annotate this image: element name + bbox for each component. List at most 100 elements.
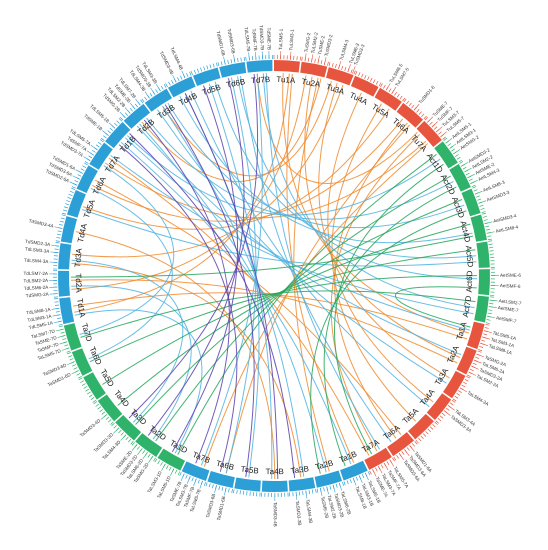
chromosome-Td2A: Td2A [53, 270, 83, 298]
gene-label-TaSMD3-2B: TaSMD3-2B [333, 493, 345, 518]
chromosome-band-Td5A [66, 190, 86, 218]
tick-Ta6B-1 [228, 488, 230, 493]
tick-Td1A-0 [58, 323, 63, 326]
tick-Ta3A-6 [456, 393, 461, 396]
chromosome-band-Td4B [168, 76, 196, 98]
tick-Td5B-8 [215, 62, 218, 67]
tick-Td7A-8 [99, 139, 104, 143]
gene-label-AetLSM2-7: AetLSM2-7 [498, 298, 522, 306]
gene-connector-40 [447, 405, 455, 411]
tick-Tu3A-5 [344, 66, 347, 71]
chromosome-label-Ta5B: Ta5B [240, 465, 259, 476]
gene-connector-11 [413, 103, 420, 111]
tick-Ta6D-6 [69, 358, 74, 361]
link-Act2D-Ta1B-61 [323, 186, 457, 467]
link-Tu2A-Td2B-16 [141, 78, 322, 182]
tick-Td5B-6 [209, 64, 212, 69]
tick-Td4A-1 [56, 237, 61, 239]
tick-Ta2D-8 [131, 442, 135, 446]
tick-Td3B-0 [141, 98, 145, 103]
tick-Ta6A-3 [406, 447, 410, 451]
tick-Ta5D-1 [90, 397, 95, 400]
tick-Ta1D-6 [160, 462, 163, 466]
gene-label-TaSMD3-4D: TaSMD3-4D [79, 418, 102, 438]
tick-Ta2D-6 [136, 446, 140, 450]
tick-Tu6A-2 [408, 102, 412, 107]
tick-Ta5B-8 [233, 489, 235, 494]
tick-Act3D-1 [473, 189, 478, 192]
tick-Tu5A-8 [402, 97, 406, 102]
tick-Td4A-8 [61, 214, 66, 217]
chromosome-band-Td7A [89, 142, 113, 170]
gene-connector-111 [135, 98, 141, 106]
tick-Ta1B-0 [367, 471, 371, 476]
gene-label-TuSME-2: TuSME-2 [317, 35, 326, 55]
link-Td3B-Ta5B-67 [164, 104, 255, 478]
tick-Act7D-7 [486, 319, 491, 321]
tick-Ta7D-0 [66, 350, 71, 353]
gene-label-TdSMF-7B: TdSMF-7B [251, 28, 258, 51]
tick-Td3B-1 [144, 96, 148, 101]
tick-Ta3B-4 [302, 491, 304, 496]
tick-Td5A-3 [65, 203, 70, 206]
gene-label-TdLSM7-2A: TdLSM7-2A [23, 271, 48, 276]
tick-Tu6A-0 [403, 98, 407, 103]
tick-Ta7D-8 [58, 325, 63, 328]
chromosome-band-Act4D [470, 214, 487, 242]
tick-Ta2D-0 [153, 457, 156, 462]
tick-Ta7B-2 [197, 479, 200, 484]
chromosome-band-Tu4A [350, 75, 379, 97]
tick-Td5A-7 [69, 190, 74, 193]
gene-connector-89 [51, 244, 60, 247]
tick-Td5A-6 [68, 193, 73, 197]
tick-Act4D-5 [486, 228, 491, 231]
link-Td5A-Act5D-51 [82, 209, 477, 267]
tick-Tu4A-7 [375, 80, 379, 85]
gene-label-AetSMD3-4: AetSMD3-4 [493, 213, 518, 224]
gene-label-TaLSM5-1A: TaLSM5-1A [492, 330, 517, 341]
tick-Td2B-8 [140, 99, 144, 104]
gene-label-TaSME-7D: TaSME-7D [35, 335, 58, 346]
tick-Ta1A-1 [484, 327, 489, 329]
link-Tu7A-Td7B-15 [256, 73, 418, 184]
gene-connector-51 [352, 477, 357, 486]
tick-Tu2A-2 [307, 57, 310, 62]
tick-Td5A-0 [62, 212, 67, 215]
tick-Ta6A-0 [414, 441, 418, 445]
tick-Ta6D-4 [72, 364, 77, 367]
chromosome-band-Td4A [60, 216, 78, 244]
tick-Tu4A-2 [361, 73, 364, 78]
tick-Act7D-8 [485, 322, 490, 324]
link-Td7B-Ta7A-45 [265, 73, 381, 450]
tick-Ta4A-7 [437, 417, 442, 422]
tick-Ta4A-0 [451, 399, 456, 403]
gene-connector-14 [436, 126, 443, 133]
tick-Td4A-6 [59, 220, 64, 223]
gene-label-TdLSM3-1A: TdLSM3-1A [27, 313, 53, 322]
gene-label-AetLSM8-3: AetLSM8-3 [482, 179, 506, 192]
gene-connector-34 [480, 342, 489, 346]
tick-Td5B-0 [190, 71, 193, 75]
gene-connector-19 [461, 162, 469, 167]
tick-Td6B-3 [227, 59, 229, 64]
gene-connector-53 [332, 484, 336, 493]
tick-Ta7B-4 [191, 477, 194, 482]
tick-Ta3D-4 [120, 432, 124, 436]
tick-Ta5B-5 [242, 490, 245, 495]
chromosome-Td6B: Td6B [217, 56, 247, 90]
tick-Ta4A-5 [441, 412, 446, 417]
chromosome-band-Ta7B [181, 461, 210, 481]
tick-Td2B-6 [134, 103, 139, 108]
gene-connector-26 [486, 231, 495, 234]
tick-Ta4D-7 [95, 403, 100, 407]
tick-Td4A-2 [56, 233, 61, 236]
tick-Td5A-4 [66, 200, 71, 203]
link-Td5B-Ta1D-69 [171, 85, 238, 452]
tick-Ta5D-4 [85, 388, 90, 392]
tick-Td4A-5 [59, 224, 64, 226]
gene-label-TaSME-2B: TaSME-2B [320, 496, 330, 519]
gene-connector-57 [295, 491, 298, 500]
tick-Ta1A-3 [483, 333, 488, 336]
gene-connector-113 [108, 122, 116, 129]
tick-Ta1B-4 [355, 476, 359, 481]
